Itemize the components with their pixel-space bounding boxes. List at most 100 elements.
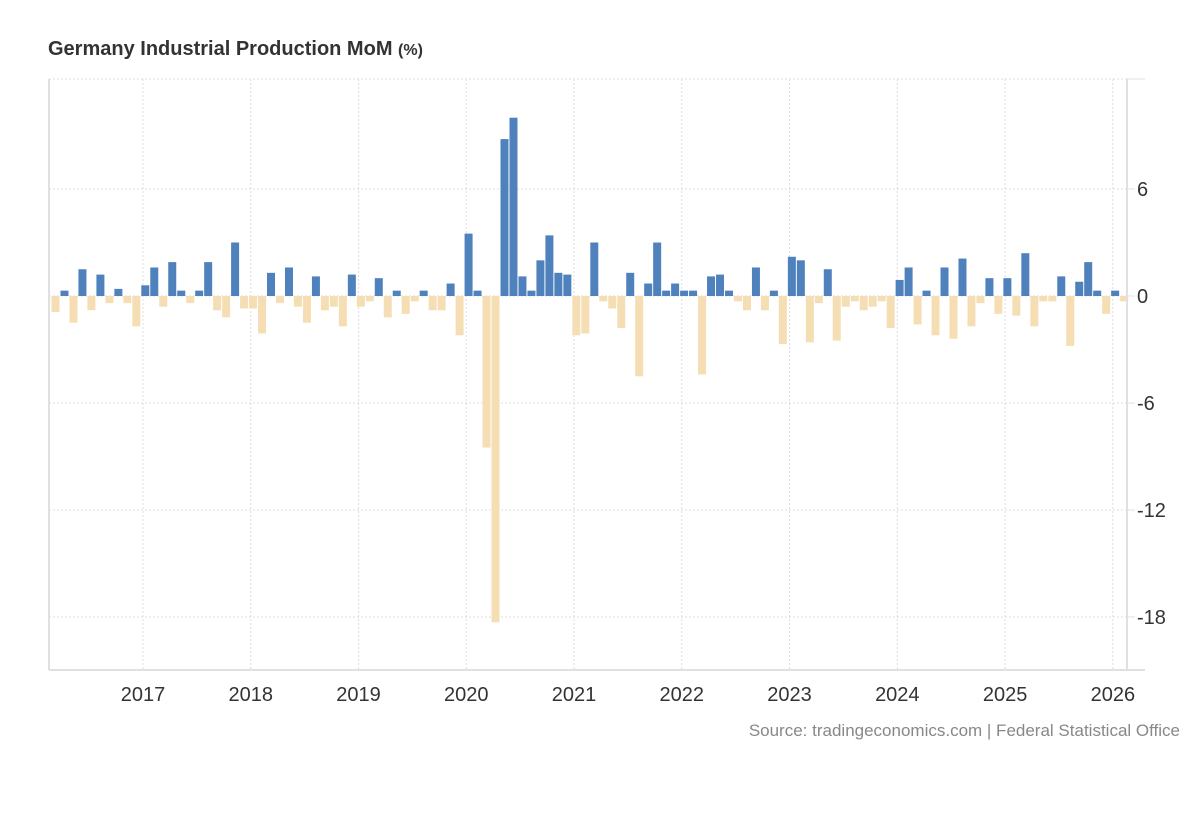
bar-negative[interactable]	[698, 296, 707, 375]
bar-negative[interactable]	[338, 296, 347, 327]
bar-positive[interactable]	[114, 288, 123, 296]
bar-negative[interactable]	[1030, 296, 1039, 327]
bar-negative[interactable]	[356, 296, 365, 307]
bar-positive[interactable]	[204, 262, 213, 296]
bar-negative[interactable]	[832, 296, 841, 341]
bar-positive[interactable]	[751, 267, 760, 296]
bar-positive[interactable]	[527, 290, 536, 296]
bar-negative[interactable]	[976, 296, 985, 304]
bar-positive[interactable]	[177, 290, 186, 296]
bar-negative[interactable]	[213, 296, 222, 311]
bar-positive[interactable]	[392, 290, 401, 296]
bar-negative[interactable]	[868, 296, 877, 307]
bar-positive[interactable]	[1021, 253, 1030, 296]
bar-positive[interactable]	[464, 233, 473, 296]
bar-positive[interactable]	[78, 269, 87, 296]
bar-negative[interactable]	[913, 296, 922, 325]
bar-negative[interactable]	[617, 296, 626, 329]
bar-negative[interactable]	[814, 296, 823, 304]
bar-positive[interactable]	[689, 290, 698, 296]
bar-negative[interactable]	[967, 296, 976, 327]
bar-positive[interactable]	[195, 290, 204, 296]
bar-negative[interactable]	[491, 296, 500, 623]
bar-negative[interactable]	[850, 296, 859, 302]
bar-negative[interactable]	[949, 296, 958, 339]
bar-positive[interactable]	[150, 267, 159, 296]
bar-positive[interactable]	[1111, 290, 1120, 296]
bar-negative[interactable]	[383, 296, 392, 318]
bar-negative[interactable]	[329, 296, 338, 307]
bar-positive[interactable]	[787, 256, 796, 296]
bar-positive[interactable]	[796, 260, 805, 296]
bar-positive[interactable]	[419, 290, 428, 296]
bar-negative[interactable]	[132, 296, 141, 327]
bar-positive[interactable]	[895, 279, 904, 296]
bar-positive[interactable]	[446, 283, 455, 296]
bar-negative[interactable]	[69, 296, 78, 323]
bar-positive[interactable]	[536, 260, 545, 296]
bar-negative[interactable]	[1039, 296, 1048, 302]
bar-positive[interactable]	[725, 290, 733, 296]
bar-positive[interactable]	[823, 269, 832, 296]
bar-negative[interactable]	[320, 296, 329, 311]
bar-positive[interactable]	[518, 276, 527, 296]
bar-negative[interactable]	[733, 296, 742, 302]
bar-positive[interactable]	[1057, 276, 1066, 296]
bar-positive[interactable]	[1093, 290, 1102, 296]
bar-positive[interactable]	[1084, 262, 1093, 296]
bar-positive[interactable]	[958, 258, 967, 296]
bar-positive[interactable]	[769, 290, 778, 296]
bar-negative[interactable]	[123, 296, 132, 304]
bar-positive[interactable]	[554, 272, 563, 296]
bar-positive[interactable]	[500, 139, 509, 296]
bar-positive[interactable]	[590, 242, 599, 296]
bar-negative[interactable]	[240, 296, 249, 309]
bar-negative[interactable]	[760, 296, 769, 311]
bar-positive[interactable]	[60, 290, 69, 296]
bar-negative[interactable]	[365, 296, 374, 302]
bar-positive[interactable]	[473, 290, 482, 296]
bar-negative[interactable]	[222, 296, 231, 318]
bar-negative[interactable]	[859, 296, 868, 311]
bar-positive[interactable]	[374, 278, 383, 296]
bar-negative[interactable]	[841, 296, 850, 307]
bar-positive[interactable]	[985, 278, 994, 296]
bar-negative[interactable]	[742, 296, 751, 311]
bar-negative[interactable]	[276, 296, 284, 304]
bar-positive[interactable]	[680, 290, 689, 296]
bar-positive[interactable]	[141, 285, 150, 296]
bar-negative[interactable]	[159, 296, 168, 307]
bar-positive[interactable]	[644, 283, 653, 296]
bar-positive[interactable]	[922, 290, 931, 296]
bar-negative[interactable]	[87, 296, 96, 311]
bar-positive[interactable]	[1075, 281, 1084, 296]
bar-positive[interactable]	[626, 272, 635, 296]
bar-positive[interactable]	[662, 290, 671, 296]
bar-positive[interactable]	[707, 276, 716, 296]
bar-positive[interactable]	[311, 276, 320, 296]
bar-positive[interactable]	[96, 274, 105, 296]
bar-negative[interactable]	[482, 296, 491, 448]
bar-positive[interactable]	[904, 267, 913, 296]
bar-negative[interactable]	[1012, 296, 1021, 316]
bar-negative[interactable]	[778, 296, 787, 345]
bar-negative[interactable]	[877, 296, 886, 302]
bar-positive[interactable]	[168, 262, 177, 296]
bar-positive[interactable]	[671, 283, 680, 296]
bar-positive[interactable]	[940, 267, 949, 296]
bar-positive[interactable]	[267, 272, 276, 296]
bar-negative[interactable]	[410, 296, 419, 302]
bar-negative[interactable]	[635, 296, 644, 377]
bar-negative[interactable]	[886, 296, 895, 329]
bar-negative[interactable]	[302, 296, 311, 323]
bar-negative[interactable]	[401, 296, 410, 314]
bar-positive[interactable]	[716, 274, 725, 296]
bar-negative[interactable]	[581, 296, 590, 334]
bar-negative[interactable]	[258, 296, 267, 334]
bar-negative[interactable]	[455, 296, 464, 336]
bar-positive[interactable]	[284, 267, 293, 296]
bar-positive[interactable]	[347, 274, 356, 296]
bar-positive[interactable]	[231, 242, 240, 296]
bar-negative[interactable]	[599, 296, 608, 302]
bar-positive[interactable]	[1003, 278, 1012, 296]
